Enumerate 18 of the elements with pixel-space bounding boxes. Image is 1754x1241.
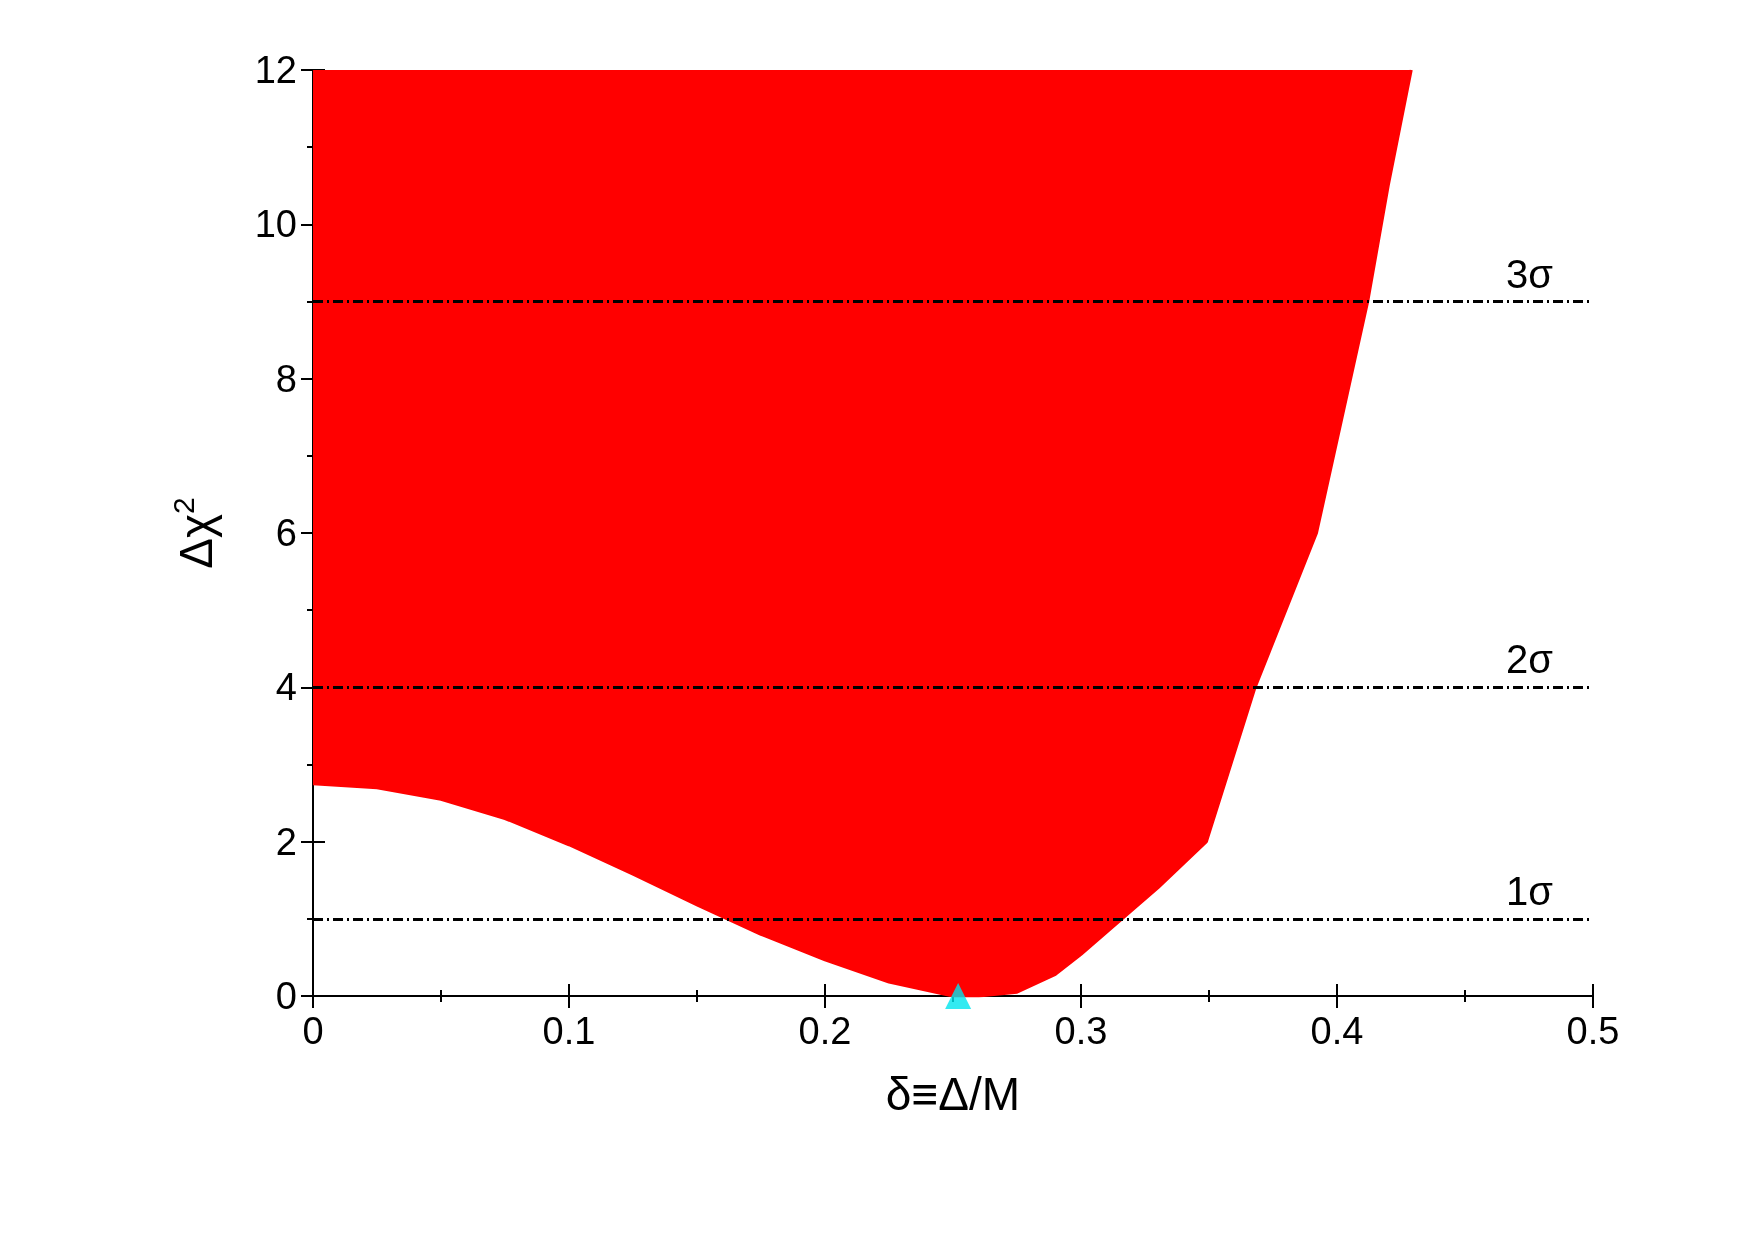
ref-line-label: 2σ xyxy=(1506,637,1554,682)
y-axis-title: Δχ2 xyxy=(166,497,222,569)
y-tick-label: 12 xyxy=(254,49,297,91)
ref-line-label: 1σ xyxy=(1506,868,1554,913)
x-tick-label: 0.5 xyxy=(1566,1010,1620,1052)
ref-line-label: 3σ xyxy=(1506,251,1554,296)
x-axis-title: δ≡Δ/M xyxy=(885,1068,1021,1120)
x-tick-label: 0 xyxy=(302,1010,324,1052)
x-tick-label: 0.3 xyxy=(1054,1010,1108,1052)
x-tick-label: 0.4 xyxy=(1310,1010,1364,1052)
x-tick-label: 0.2 xyxy=(798,1010,852,1052)
y-tick-label: 6 xyxy=(275,512,297,554)
y-tick-label: 10 xyxy=(254,203,297,246)
y-tick-label: 4 xyxy=(275,666,297,709)
x-tick-label: 0.1 xyxy=(542,1010,596,1052)
y-tick-label: 2 xyxy=(275,820,297,863)
y-tick-label: 0 xyxy=(275,975,297,1017)
y-tick-label: 8 xyxy=(275,357,297,400)
